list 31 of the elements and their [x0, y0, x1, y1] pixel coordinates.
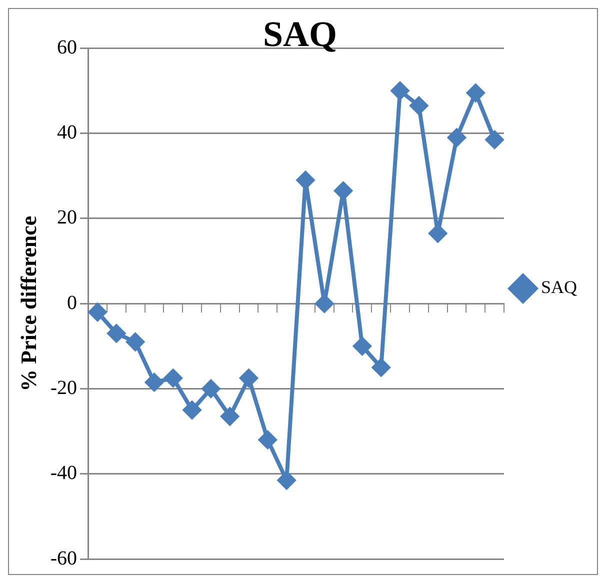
point [334, 182, 352, 200]
point [145, 373, 164, 392]
point [353, 337, 372, 356]
y-tick-label: 0 [67, 292, 78, 314]
point [391, 82, 410, 100]
point [202, 380, 220, 398]
point [486, 130, 504, 149]
y-axis-title: % Price difference [16, 216, 41, 392]
point [372, 358, 390, 376]
point [183, 401, 202, 420]
y-tick-label: 60 [57, 36, 78, 58]
point [240, 369, 258, 388]
point [466, 84, 485, 102]
point [107, 324, 126, 342]
y-tick-label: -40 [50, 462, 78, 484]
y-tick-label: -20 [50, 376, 78, 399]
point [258, 430, 277, 449]
point [296, 171, 314, 190]
legend-label: SAQ [540, 277, 578, 298]
point [164, 369, 182, 388]
y-tick-label: 40 [57, 122, 78, 144]
point [315, 294, 334, 313]
point [126, 332, 144, 351]
chart-title: SAQ [262, 14, 338, 54]
y-tick-label: -60 [50, 547, 78, 570]
point [88, 303, 107, 322]
point [448, 128, 466, 147]
point [410, 96, 428, 115]
y-tick-label: 20 [57, 206, 78, 229]
point [278, 471, 296, 490]
point [220, 407, 239, 426]
